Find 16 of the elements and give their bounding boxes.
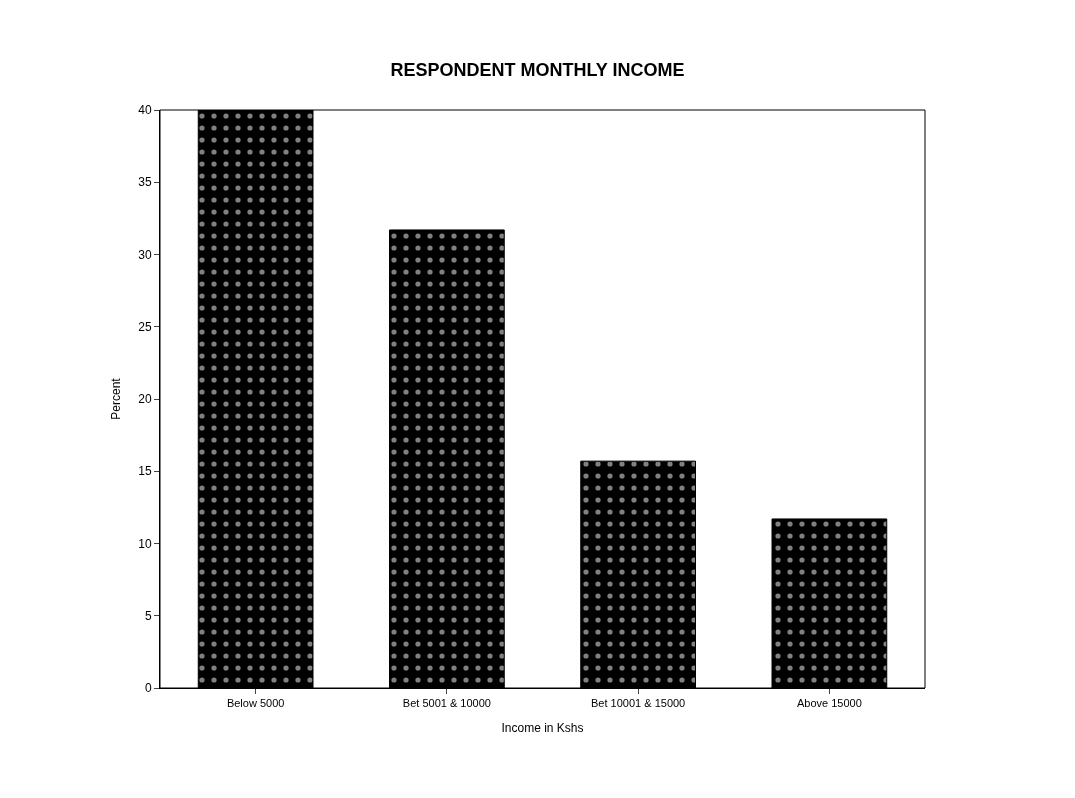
y-tick-label: 25 bbox=[138, 319, 152, 334]
x-tick-label: Below 5000 bbox=[226, 697, 285, 710]
x-tick-label: Bet 10001 & 15000 bbox=[591, 697, 686, 710]
y-tick-label: 15 bbox=[138, 464, 152, 479]
y-tick-label: 40 bbox=[138, 103, 152, 118]
y-tick-label: 5 bbox=[144, 608, 152, 623]
y-axis-title: Percent bbox=[108, 377, 123, 420]
x-tick-label: Above 15000 bbox=[796, 697, 862, 710]
chart-title: RESPONDENT MONTHLY INCOME bbox=[390, 60, 685, 81]
y-tick-label: 0 bbox=[144, 681, 152, 696]
x-axis-title: Income in Kshs bbox=[501, 721, 584, 736]
y-tick-label: 10 bbox=[138, 536, 152, 551]
x-tick-label: Bet 5001 & 10000 bbox=[402, 697, 491, 710]
y-tick-label: 35 bbox=[138, 175, 152, 190]
y-tick-label: 30 bbox=[138, 247, 152, 262]
y-tick-label: 20 bbox=[138, 392, 152, 407]
